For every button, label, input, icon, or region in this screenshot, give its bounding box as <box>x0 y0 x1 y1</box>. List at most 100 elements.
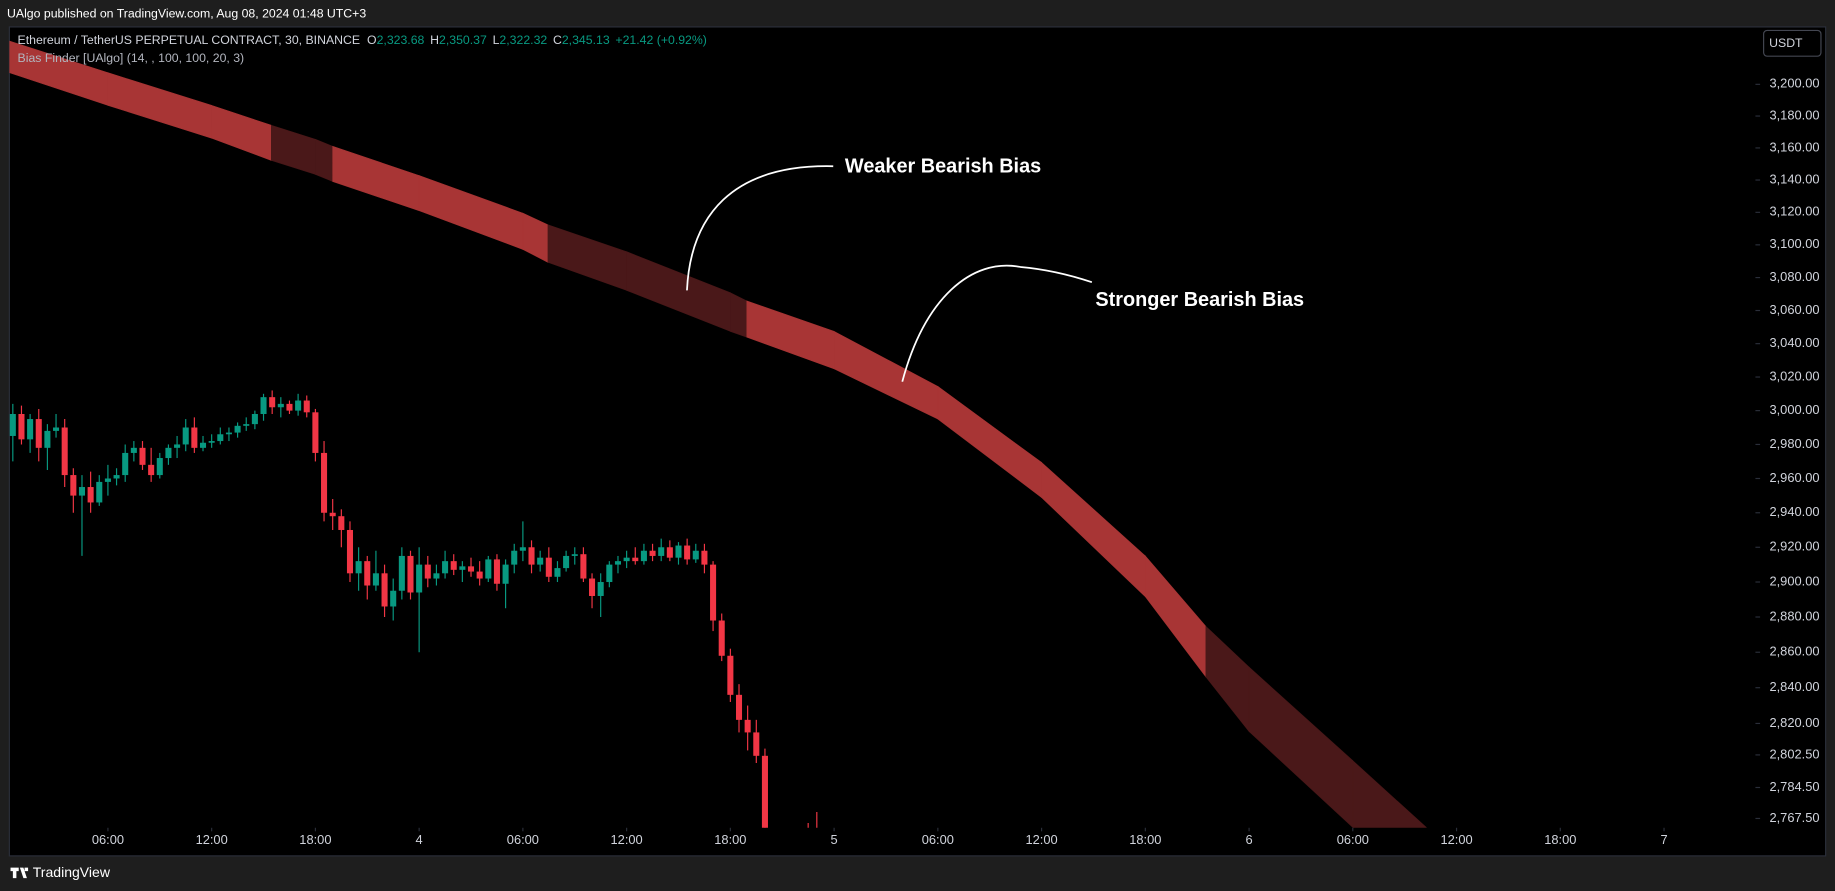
x-tick-label: 4 <box>416 832 423 847</box>
candle-body <box>208 441 215 443</box>
candle-body <box>269 397 276 408</box>
candle-body <box>156 458 163 476</box>
annotation-curve <box>686 165 834 291</box>
y-tick-label: 3,180.00 <box>1769 107 1819 122</box>
annotation-curve <box>901 264 1093 382</box>
candle-body <box>199 442 207 448</box>
candle-body <box>545 557 552 577</box>
y-tick-label: 2,980.00 <box>1769 436 1819 451</box>
y-tick-label: 2,767.50 <box>1769 810 1819 825</box>
candle-body <box>467 566 475 572</box>
candle-body <box>442 561 449 574</box>
candle-body <box>589 578 596 596</box>
logo-mark <box>10 867 29 879</box>
y-tick-label: 2,820.00 <box>1769 715 1819 730</box>
candle-body <box>234 425 241 433</box>
ohlc-key: L <box>493 33 500 47</box>
candle-body <box>710 564 717 621</box>
y-tick-label: 3,060.00 <box>1769 302 1819 317</box>
symbol: Ethereum / TetherUS PERPETUAL CONTRACT, … <box>18 33 361 47</box>
y-tick-label: 2,802.50 <box>1769 746 1819 761</box>
logo: TradingView <box>10 864 111 880</box>
candle-body <box>61 427 68 476</box>
legend: Ethereum / TetherUS PERPETUAL CONTRACT, … <box>18 33 707 47</box>
candle-body <box>346 529 354 574</box>
annotation: Weaker Bearish Bias <box>845 156 1041 178</box>
x-tick-label: 12:00 <box>1025 832 1057 847</box>
candle-body <box>295 400 302 411</box>
candle-body <box>433 573 440 579</box>
candle-body <box>640 550 647 562</box>
candle-body <box>165 447 172 459</box>
candle-body <box>381 573 388 607</box>
currency-label[interactable]: USDT <box>1769 36 1803 50</box>
brand: TradingView <box>33 864 111 880</box>
ohlc-value: 2,345.13 <box>562 33 610 47</box>
candle-body <box>104 478 111 482</box>
candle-body <box>493 559 500 584</box>
candle-body <box>277 403 284 408</box>
candle-body <box>329 512 336 517</box>
candle-body <box>130 447 137 453</box>
candle-body <box>761 755 768 828</box>
candle-body <box>718 620 725 656</box>
candle-body <box>606 564 613 583</box>
ohlc-value: 2,323.68 <box>377 33 425 47</box>
ohlc-key: H <box>430 33 439 47</box>
candle-body <box>70 475 77 496</box>
x-tick-label: 18:00 <box>299 832 331 847</box>
candle-body <box>459 566 466 570</box>
candle-body <box>243 424 250 426</box>
candle-body <box>658 547 665 556</box>
candle-body <box>139 447 146 465</box>
candle-body <box>519 547 526 551</box>
candle-body <box>303 400 310 413</box>
candle-body <box>476 571 483 579</box>
candle-body <box>684 545 691 560</box>
candles <box>9 390 818 828</box>
candle-body <box>312 412 319 453</box>
bias-band <box>9 40 1427 828</box>
candle-body <box>27 419 34 440</box>
y-tick-label: 3,140.00 <box>1769 171 1819 186</box>
indicator-label: Bias Finder [UAlgo] (14, , 100, 100, 20,… <box>18 51 245 65</box>
x-tick-label: 18:00 <box>1129 832 1161 847</box>
candle-body <box>78 487 86 496</box>
candle-body <box>485 559 492 579</box>
y-tick-label: 2,880.00 <box>1769 608 1819 623</box>
candle-body <box>251 413 258 425</box>
y-tick-label: 3,100.00 <box>1769 236 1819 251</box>
ohlc-key: O <box>367 33 377 47</box>
candle-body <box>182 427 189 445</box>
candle-body <box>675 545 682 558</box>
ohlc-value: 2,322.32 <box>499 33 547 47</box>
candle-body <box>225 432 232 435</box>
candle-body <box>692 550 699 560</box>
y-tick-label: 3,160.00 <box>1769 139 1819 154</box>
candle-body <box>727 655 734 695</box>
candle-body <box>122 452 129 476</box>
candle-body <box>96 481 103 503</box>
y-tick-label: 3,080.00 <box>1769 269 1819 284</box>
candle-body <box>407 555 414 593</box>
y-tick-label: 3,120.00 <box>1769 204 1819 219</box>
axes: 3,200.00 3,180.00 3,160.00 3,140.00 3,120.00… <box>92 76 1820 847</box>
y-tick-label: 3,000.00 <box>1769 402 1819 417</box>
y-tick-label: 3,020.00 <box>1769 368 1819 383</box>
candle-body <box>217 434 224 442</box>
currency-button[interactable] <box>1763 29 1822 57</box>
x-tick-label: 5 <box>831 832 838 847</box>
band-segment <box>315 138 333 182</box>
candle-body <box>390 590 397 607</box>
candle-body <box>666 547 673 558</box>
band-segment <box>1352 760 1427 828</box>
candle-body <box>701 550 708 565</box>
y-tick-label: 2,960.00 <box>1769 470 1819 485</box>
candle-body <box>597 582 604 596</box>
x-tick-label: 12:00 <box>1440 832 1472 847</box>
x-tick-label: 06:00 <box>922 832 954 847</box>
candle-body <box>355 561 362 574</box>
x-tick-label: 7 <box>1660 832 1667 847</box>
x-tick-label: 06:00 <box>92 832 124 847</box>
candle-body <box>148 464 155 476</box>
